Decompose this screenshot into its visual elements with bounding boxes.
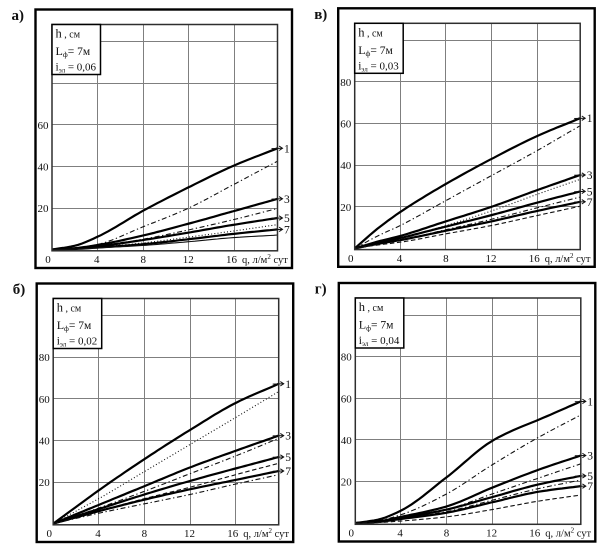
svg-text:г): г) <box>315 282 327 298</box>
svg-text:0: 0 <box>46 528 52 540</box>
svg-text:q, л/м2 сут: q, л/м2 сут <box>242 253 288 266</box>
svg-text:7: 7 <box>587 197 593 209</box>
svg-text:б): б) <box>13 282 26 298</box>
svg-text:40: 40 <box>38 161 50 173</box>
svg-text:8: 8 <box>142 528 148 540</box>
svg-text:60: 60 <box>38 120 50 132</box>
svg-text:Lф= 7м: Lф= 7м <box>358 43 393 58</box>
svg-text:12: 12 <box>486 528 497 540</box>
svg-text:20: 20 <box>341 477 353 489</box>
svg-text:12: 12 <box>183 254 194 266</box>
svg-text:80: 80 <box>340 77 352 89</box>
svg-text:q, л/м2 сут: q, л/м2 сут <box>545 527 591 540</box>
svg-text:20: 20 <box>39 477 51 489</box>
svg-text:80: 80 <box>39 352 51 364</box>
svg-text:1: 1 <box>285 379 291 391</box>
svg-text:1: 1 <box>284 143 290 155</box>
svg-text:h , см: h , см <box>57 301 82 315</box>
svg-text:7: 7 <box>284 224 290 236</box>
svg-text:60: 60 <box>39 394 51 406</box>
svg-text:60: 60 <box>341 393 353 405</box>
svg-text:8: 8 <box>444 528 450 540</box>
svg-text:16: 16 <box>227 528 239 540</box>
svg-text:q, л/м2 сут: q, л/м2 сут <box>545 252 591 265</box>
svg-text:0: 0 <box>349 528 355 540</box>
svg-text:h , см: h , см <box>358 25 383 39</box>
svg-text:Lф= 7м: Lф= 7м <box>57 318 92 333</box>
svg-text:3: 3 <box>285 431 291 443</box>
svg-text:1: 1 <box>587 113 593 125</box>
svg-text:а): а) <box>12 8 25 24</box>
svg-text:4: 4 <box>95 528 101 540</box>
svg-text:40: 40 <box>340 160 352 172</box>
svg-text:20: 20 <box>38 203 50 215</box>
svg-text:0: 0 <box>45 254 51 266</box>
svg-text:в): в) <box>314 7 327 23</box>
svg-text:80: 80 <box>341 352 353 364</box>
svg-text:3: 3 <box>284 194 290 206</box>
svg-text:Lф= 7м: Lф= 7м <box>56 44 91 59</box>
svg-text:7: 7 <box>285 466 291 478</box>
svg-text:8: 8 <box>140 254 146 266</box>
svg-text:12: 12 <box>184 528 195 540</box>
svg-text:5: 5 <box>284 213 290 225</box>
svg-text:h , см: h , см <box>359 300 384 314</box>
svg-text:16: 16 <box>226 254 238 266</box>
svg-text:4: 4 <box>397 253 403 265</box>
svg-text:Lф= 7м: Lф= 7м <box>359 318 394 333</box>
svg-text:60: 60 <box>340 119 352 131</box>
svg-text:3: 3 <box>587 451 593 463</box>
svg-text:20: 20 <box>340 202 352 214</box>
svg-text:3: 3 <box>587 170 593 182</box>
svg-text:h , см: h , см <box>56 27 81 41</box>
svg-text:7: 7 <box>587 481 593 493</box>
svg-text:5: 5 <box>285 452 291 464</box>
svg-text:8: 8 <box>443 253 449 265</box>
svg-text:q, л/м2 сут: q, л/м2 сут <box>243 527 289 540</box>
svg-text:16: 16 <box>529 528 541 540</box>
svg-text:40: 40 <box>341 435 353 447</box>
svg-text:4: 4 <box>94 254 100 266</box>
svg-text:40: 40 <box>39 435 51 447</box>
svg-text:1: 1 <box>587 396 593 408</box>
svg-text:0: 0 <box>348 253 354 265</box>
svg-text:12: 12 <box>486 253 497 265</box>
svg-text:16: 16 <box>529 253 541 265</box>
svg-text:4: 4 <box>397 528 403 540</box>
